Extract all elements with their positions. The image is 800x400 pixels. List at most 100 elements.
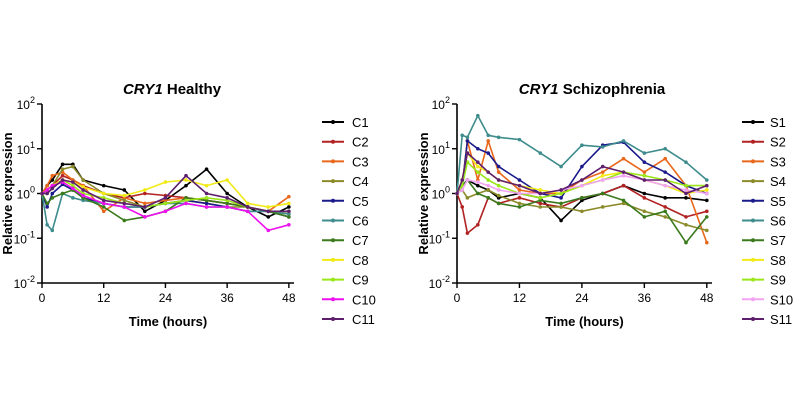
data-point <box>122 188 127 192</box>
data-point <box>538 205 543 209</box>
data-point <box>45 201 49 206</box>
legend-marker <box>751 317 755 321</box>
y-tick-label: 100 <box>432 185 450 202</box>
data-point <box>559 205 563 209</box>
legend-marker <box>751 238 755 243</box>
data-point <box>465 196 470 200</box>
legend-item: C7 <box>322 233 369 248</box>
data-point <box>71 183 75 188</box>
data-point <box>642 170 647 174</box>
series-line <box>456 152 708 195</box>
x-tick-label: 24 <box>159 291 173 305</box>
legend-item: S7 <box>742 233 786 248</box>
data-point <box>50 191 55 196</box>
data-point <box>642 178 647 182</box>
data-point <box>684 240 688 245</box>
data-point <box>204 198 209 203</box>
data-point <box>538 196 543 200</box>
data-point <box>704 240 709 245</box>
data-point <box>122 205 127 209</box>
data-point <box>496 135 501 140</box>
data-point <box>663 215 667 219</box>
series-S5 <box>455 139 709 200</box>
legend-item: C11 <box>322 312 375 327</box>
legend-item: C5 <box>322 194 369 209</box>
data-point <box>122 193 127 198</box>
legend-label: S11 <box>770 312 792 327</box>
legend-marker <box>751 277 755 282</box>
data-point <box>642 151 647 155</box>
legend-marker <box>331 139 335 144</box>
series-C11 <box>40 173 291 214</box>
data-point <box>266 228 271 233</box>
x-tick-label: 36 <box>220 291 234 305</box>
data-point <box>580 178 584 182</box>
legend-item: S2 <box>742 135 786 150</box>
data-point <box>663 196 667 200</box>
chart-title: CRY1 Healthy <box>123 81 222 98</box>
legend-marker <box>751 139 755 144</box>
data-point <box>45 205 49 209</box>
legend-marker <box>751 159 755 164</box>
data-point <box>496 188 501 192</box>
data-point <box>287 212 291 216</box>
data-point <box>538 198 543 203</box>
series-line <box>456 114 708 194</box>
data-point <box>486 151 491 155</box>
data-point <box>486 178 491 182</box>
legend-marker <box>751 257 755 262</box>
legend-label: C9 <box>352 273 369 288</box>
y-tick-label: 101 <box>17 140 35 157</box>
data-point <box>60 167 65 171</box>
data-point <box>287 201 291 206</box>
data-point <box>204 191 209 196</box>
data-point <box>621 170 626 174</box>
data-point <box>704 198 709 203</box>
legend-label: C7 <box>352 233 369 248</box>
legend-marker <box>331 297 335 302</box>
data-point <box>143 201 147 206</box>
data-point <box>81 198 85 203</box>
data-point <box>600 191 605 196</box>
data-point <box>642 209 647 214</box>
data-point <box>496 201 501 206</box>
data-point <box>50 173 55 178</box>
data-point <box>486 183 491 188</box>
data-point <box>287 205 291 209</box>
data-point <box>496 170 501 174</box>
data-point <box>496 193 501 198</box>
data-point <box>517 201 522 206</box>
data-point <box>642 215 647 219</box>
data-point <box>245 209 250 214</box>
legend-item: C6 <box>322 214 369 229</box>
data-point <box>600 173 605 178</box>
data-point <box>71 180 75 184</box>
data-point <box>50 186 55 191</box>
data-point <box>266 205 271 209</box>
data-point <box>184 183 188 188</box>
data-point <box>476 222 480 227</box>
legend-label: S1 <box>770 115 786 130</box>
data-point <box>476 170 480 174</box>
data-point <box>559 218 563 223</box>
data-point <box>266 209 271 214</box>
series-C10 <box>40 180 291 233</box>
data-point <box>517 137 522 142</box>
data-point <box>538 201 543 206</box>
data-point <box>663 170 667 174</box>
legend-marker <box>751 198 755 203</box>
legend-label: S4 <box>770 174 786 189</box>
data-point <box>225 196 229 200</box>
chart-1: CRY1 Healthy 10-2 10-1 100 101 102 0 12 24 36 48 Ti… <box>0 81 376 329</box>
data-point <box>143 188 147 192</box>
data-point <box>465 151 470 155</box>
data-point <box>642 196 647 200</box>
legend-marker <box>331 179 335 184</box>
data-point <box>517 178 522 182</box>
data-point <box>704 183 709 188</box>
data-point <box>476 183 480 188</box>
data-point <box>517 196 522 200</box>
data-point <box>143 215 147 219</box>
data-point <box>621 183 626 188</box>
data-point <box>81 193 85 198</box>
